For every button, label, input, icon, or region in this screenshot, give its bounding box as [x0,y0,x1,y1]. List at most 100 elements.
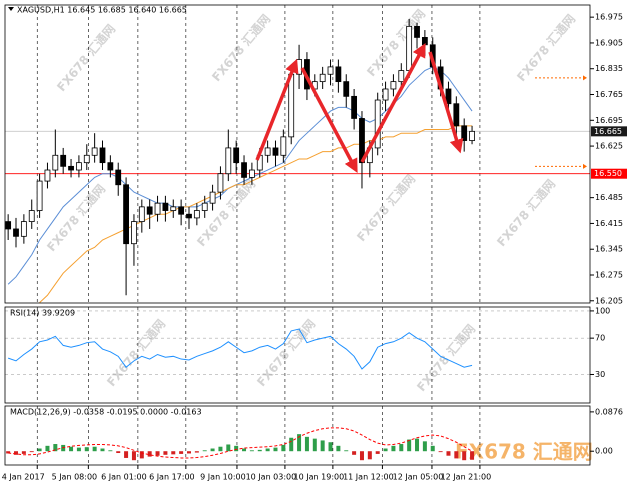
candle-body [414,25,420,38]
macd-bar [76,447,81,452]
macd-bar [399,444,404,452]
macd-bar [257,449,262,452]
macd-bar [37,448,42,452]
rsi-panel-frame [4,306,591,404]
macd-bar [21,451,26,454]
x-tick-label: 5 Jan 08:00 [52,473,98,482]
candle-body [5,221,12,230]
candle-body [225,147,232,175]
plot-area: 4 Jan 2017 5 Jan 08:00 6 Jan 01:00 6 Jan 17… [2,5,627,482]
macd-bar [328,442,333,452]
macd-bar [415,438,420,452]
candle-body [138,206,145,222]
candle-body [115,169,122,186]
arrow [360,43,426,163]
candle-body [83,154,90,164]
candle-body [170,206,177,211]
candle-body [241,162,247,178]
candle-body [343,81,350,97]
y-tick-label: 16.765 [595,90,623,99]
macd-bar [14,451,19,455]
candle-body [186,213,192,219]
candle-body [280,136,287,156]
candle-body [146,206,153,215]
rsi-title: RSI(14) 39.9209 [10,309,75,318]
candle-body [421,37,428,46]
candle-body [335,66,342,83]
macd-bar [194,451,199,453]
macd-bar [344,450,349,452]
macd-bar [375,451,380,454]
macd-bar [407,439,412,452]
rsi-line [7,328,473,370]
macd-bar [45,445,50,452]
y-tick-label: 16.975 [595,13,623,22]
macd-bar [69,446,74,452]
candle-body [398,70,405,83]
candle-body [264,147,271,156]
candle-body [217,173,224,193]
macd-bar [446,451,451,456]
macd-bar [218,446,223,452]
macd-bar [179,451,184,454]
macd-bar [249,450,254,452]
macd-bar [163,451,168,455]
main-panel-frame [4,4,591,304]
candle-body [445,88,452,105]
y-tick-label: 16.345 [595,245,623,254]
macd-bar [226,444,231,452]
macd-bar [186,451,191,454]
macd-bar [53,444,58,452]
y-tick-label: 16.415 [595,219,623,228]
macd-bar [210,448,215,452]
y-tick-label: 16.695 [595,116,623,125]
candle-body [390,81,397,90]
candle-body [107,162,114,171]
macd-bar [92,446,97,452]
candle-body [296,59,302,75]
y-tick-label: 16.205 [595,296,623,305]
candle-body [13,228,19,237]
candle-body [359,118,365,164]
candle-body [351,95,358,119]
macd-bar [430,445,435,452]
macd-bar [359,451,364,461]
candle-body [60,154,67,167]
candle-body [91,147,98,156]
macd-bar [383,448,388,452]
macd-bar [147,451,152,457]
candle-body [154,202,161,215]
y-tick-label: 16.485 [595,193,623,202]
macd-bar [281,444,286,452]
macd-bar [234,445,239,452]
macd-bar [422,441,427,452]
x-tick-label: 11 Jan 12:00 [343,473,394,482]
y-tick-label: 70 [595,334,605,343]
arrow [428,51,464,154]
y-tick-label: 16.835 [595,64,623,73]
macd-bar [116,451,121,454]
x-tick-label: 6 Jan 17:00 [149,473,195,482]
moving-average [39,125,473,303]
candle-body [374,99,381,149]
candle-body [28,210,35,222]
macd-bar [289,437,294,452]
macd-bar [29,451,34,453]
candle-body [162,202,169,211]
signal-line [8,427,473,459]
candle-body [20,221,27,237]
candle-body [327,66,334,75]
candle-body [52,154,59,171]
price-label-box [591,168,627,179]
candle-body [288,73,295,138]
candle-body [406,25,413,71]
target-arrow [583,75,587,81]
macd-bar [336,445,341,452]
candle-body [131,221,137,245]
macd-bar [242,448,247,452]
menu-icon [8,7,14,11]
macd-bar [100,448,105,452]
candle-body [123,184,129,245]
candle-body [319,73,326,83]
